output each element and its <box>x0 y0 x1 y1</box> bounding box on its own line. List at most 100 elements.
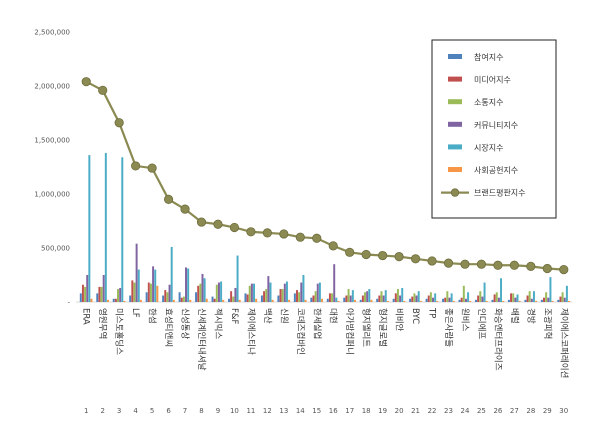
bar <box>464 298 467 302</box>
bar <box>425 298 428 302</box>
bar <box>540 299 543 302</box>
x-tick-label: 대현 <box>328 308 338 324</box>
x-tick-label: 비비안 <box>394 308 405 332</box>
bar <box>253 283 256 302</box>
bar <box>318 282 321 302</box>
bar <box>98 286 101 302</box>
bar <box>228 298 230 302</box>
x-index-label: 19 <box>378 407 387 415</box>
legend-swatch <box>448 54 462 59</box>
bar <box>331 293 334 302</box>
line-point <box>262 228 272 238</box>
bar <box>269 282 272 302</box>
bar <box>479 291 482 302</box>
x-index-label: 13 <box>279 407 288 415</box>
line-point <box>246 227 256 237</box>
bar <box>203 278 206 302</box>
bar <box>265 289 268 302</box>
bar <box>170 246 173 302</box>
x-index-label: 12 <box>263 407 272 415</box>
x-tick-label: 경방 <box>525 308 536 324</box>
line-point <box>279 229 289 239</box>
x-tick-label: 배럴 <box>509 308 520 324</box>
bar <box>137 269 140 302</box>
x-tick-label: 아가방컴퍼니 <box>344 308 355 355</box>
bar <box>469 300 472 302</box>
bar <box>364 292 366 302</box>
bar <box>493 294 496 302</box>
bar <box>415 295 418 302</box>
bar <box>507 299 510 302</box>
bar <box>561 292 564 302</box>
x-index-label: 7 <box>183 407 187 415</box>
bar <box>485 300 488 302</box>
bar <box>238 299 241 302</box>
bar <box>528 291 531 302</box>
line-point <box>114 118 124 128</box>
bar <box>545 292 548 302</box>
line-point <box>163 194 174 204</box>
bar <box>530 298 533 302</box>
bar <box>277 295 280 302</box>
line-point <box>312 233 322 243</box>
bar <box>563 297 566 302</box>
bar <box>491 299 494 302</box>
bar <box>106 299 109 302</box>
bar <box>285 281 288 302</box>
bar <box>230 291 233 302</box>
line-point <box>493 260 503 270</box>
x-index-label: 26 <box>493 407 502 415</box>
bar <box>399 295 402 302</box>
bar <box>310 297 313 302</box>
bar <box>88 155 91 302</box>
bar <box>483 282 486 302</box>
bar <box>382 295 385 302</box>
y-tick-label: 500,000 <box>41 245 70 253</box>
bar <box>370 299 373 302</box>
x-index-label: 21 <box>411 407 420 415</box>
bar <box>337 300 340 302</box>
bar <box>314 291 317 302</box>
bar <box>516 294 519 302</box>
x-index-label: 25 <box>477 407 486 415</box>
x-tick-label: 한섬 <box>147 308 158 324</box>
bar <box>345 295 348 302</box>
bar <box>559 296 562 302</box>
bar <box>260 295 263 302</box>
bar <box>417 291 420 302</box>
x-index-label: 15 <box>312 407 321 415</box>
line-point <box>361 249 371 260</box>
bar <box>129 295 132 302</box>
bar <box>119 287 122 302</box>
legend-swatch <box>448 76 462 82</box>
x-tick-label: 형지글로벌 <box>377 308 388 347</box>
bar <box>162 295 165 302</box>
legend-swatch <box>448 167 462 172</box>
x-index-label: 1 <box>84 407 88 415</box>
x-index-label: 9 <box>216 407 220 415</box>
bar <box>156 285 159 302</box>
line-point <box>427 256 437 266</box>
bar <box>199 283 202 302</box>
bar <box>380 291 383 302</box>
bar <box>154 269 157 302</box>
bar <box>403 300 406 302</box>
bar <box>349 295 352 302</box>
bar <box>429 292 432 302</box>
x-index-label: 29 <box>543 407 552 415</box>
bar <box>512 293 515 302</box>
bar <box>205 298 208 302</box>
line-point <box>81 77 91 87</box>
x-index-label: 18 <box>362 407 371 415</box>
bar <box>279 289 282 302</box>
bar <box>298 292 301 302</box>
bar <box>347 289 350 302</box>
bar <box>84 286 87 302</box>
bar <box>215 284 218 302</box>
bar <box>189 299 192 302</box>
bar <box>467 292 470 302</box>
x-index-label: 30 <box>559 407 568 415</box>
bar-layer <box>79 152 571 302</box>
bar <box>185 267 187 302</box>
x-tick-label: ERA <box>81 308 91 325</box>
